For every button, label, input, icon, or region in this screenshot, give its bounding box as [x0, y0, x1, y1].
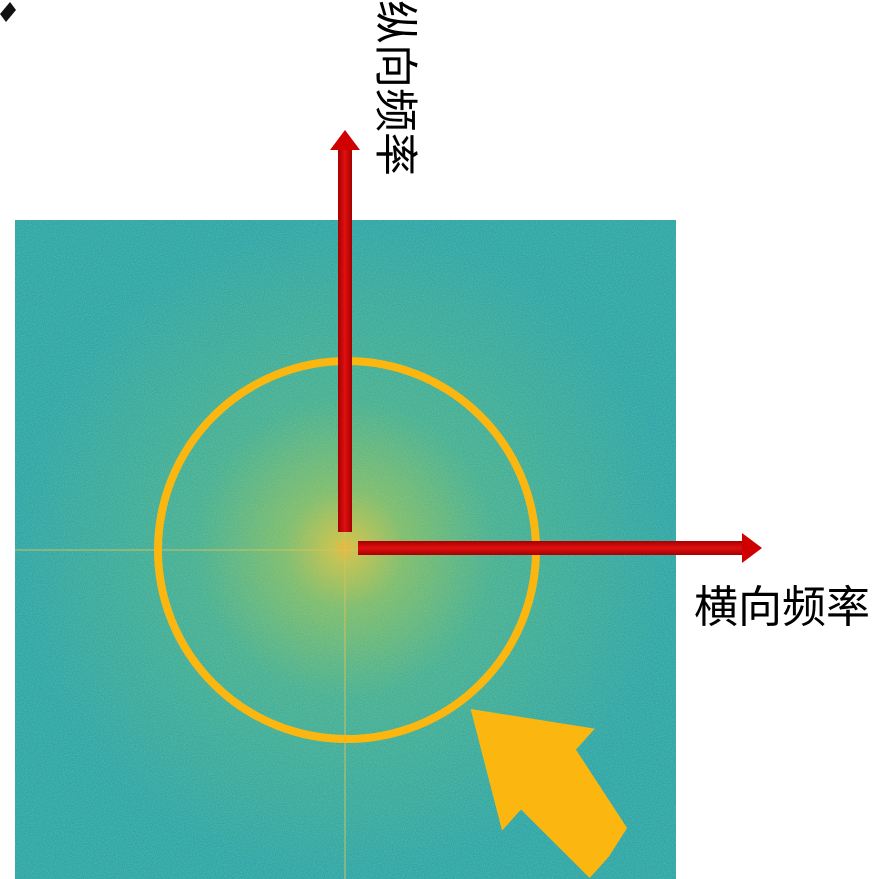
vertical-arrow — [330, 130, 360, 532]
corner-mark — [0, 2, 16, 22]
vertical-axis-label: 纵向频率 — [370, 0, 421, 176]
horizontal-axis-label: 横向频率 — [694, 582, 870, 633]
horizontal-arrow — [358, 533, 762, 563]
pointer-arrow — [470, 709, 628, 879]
